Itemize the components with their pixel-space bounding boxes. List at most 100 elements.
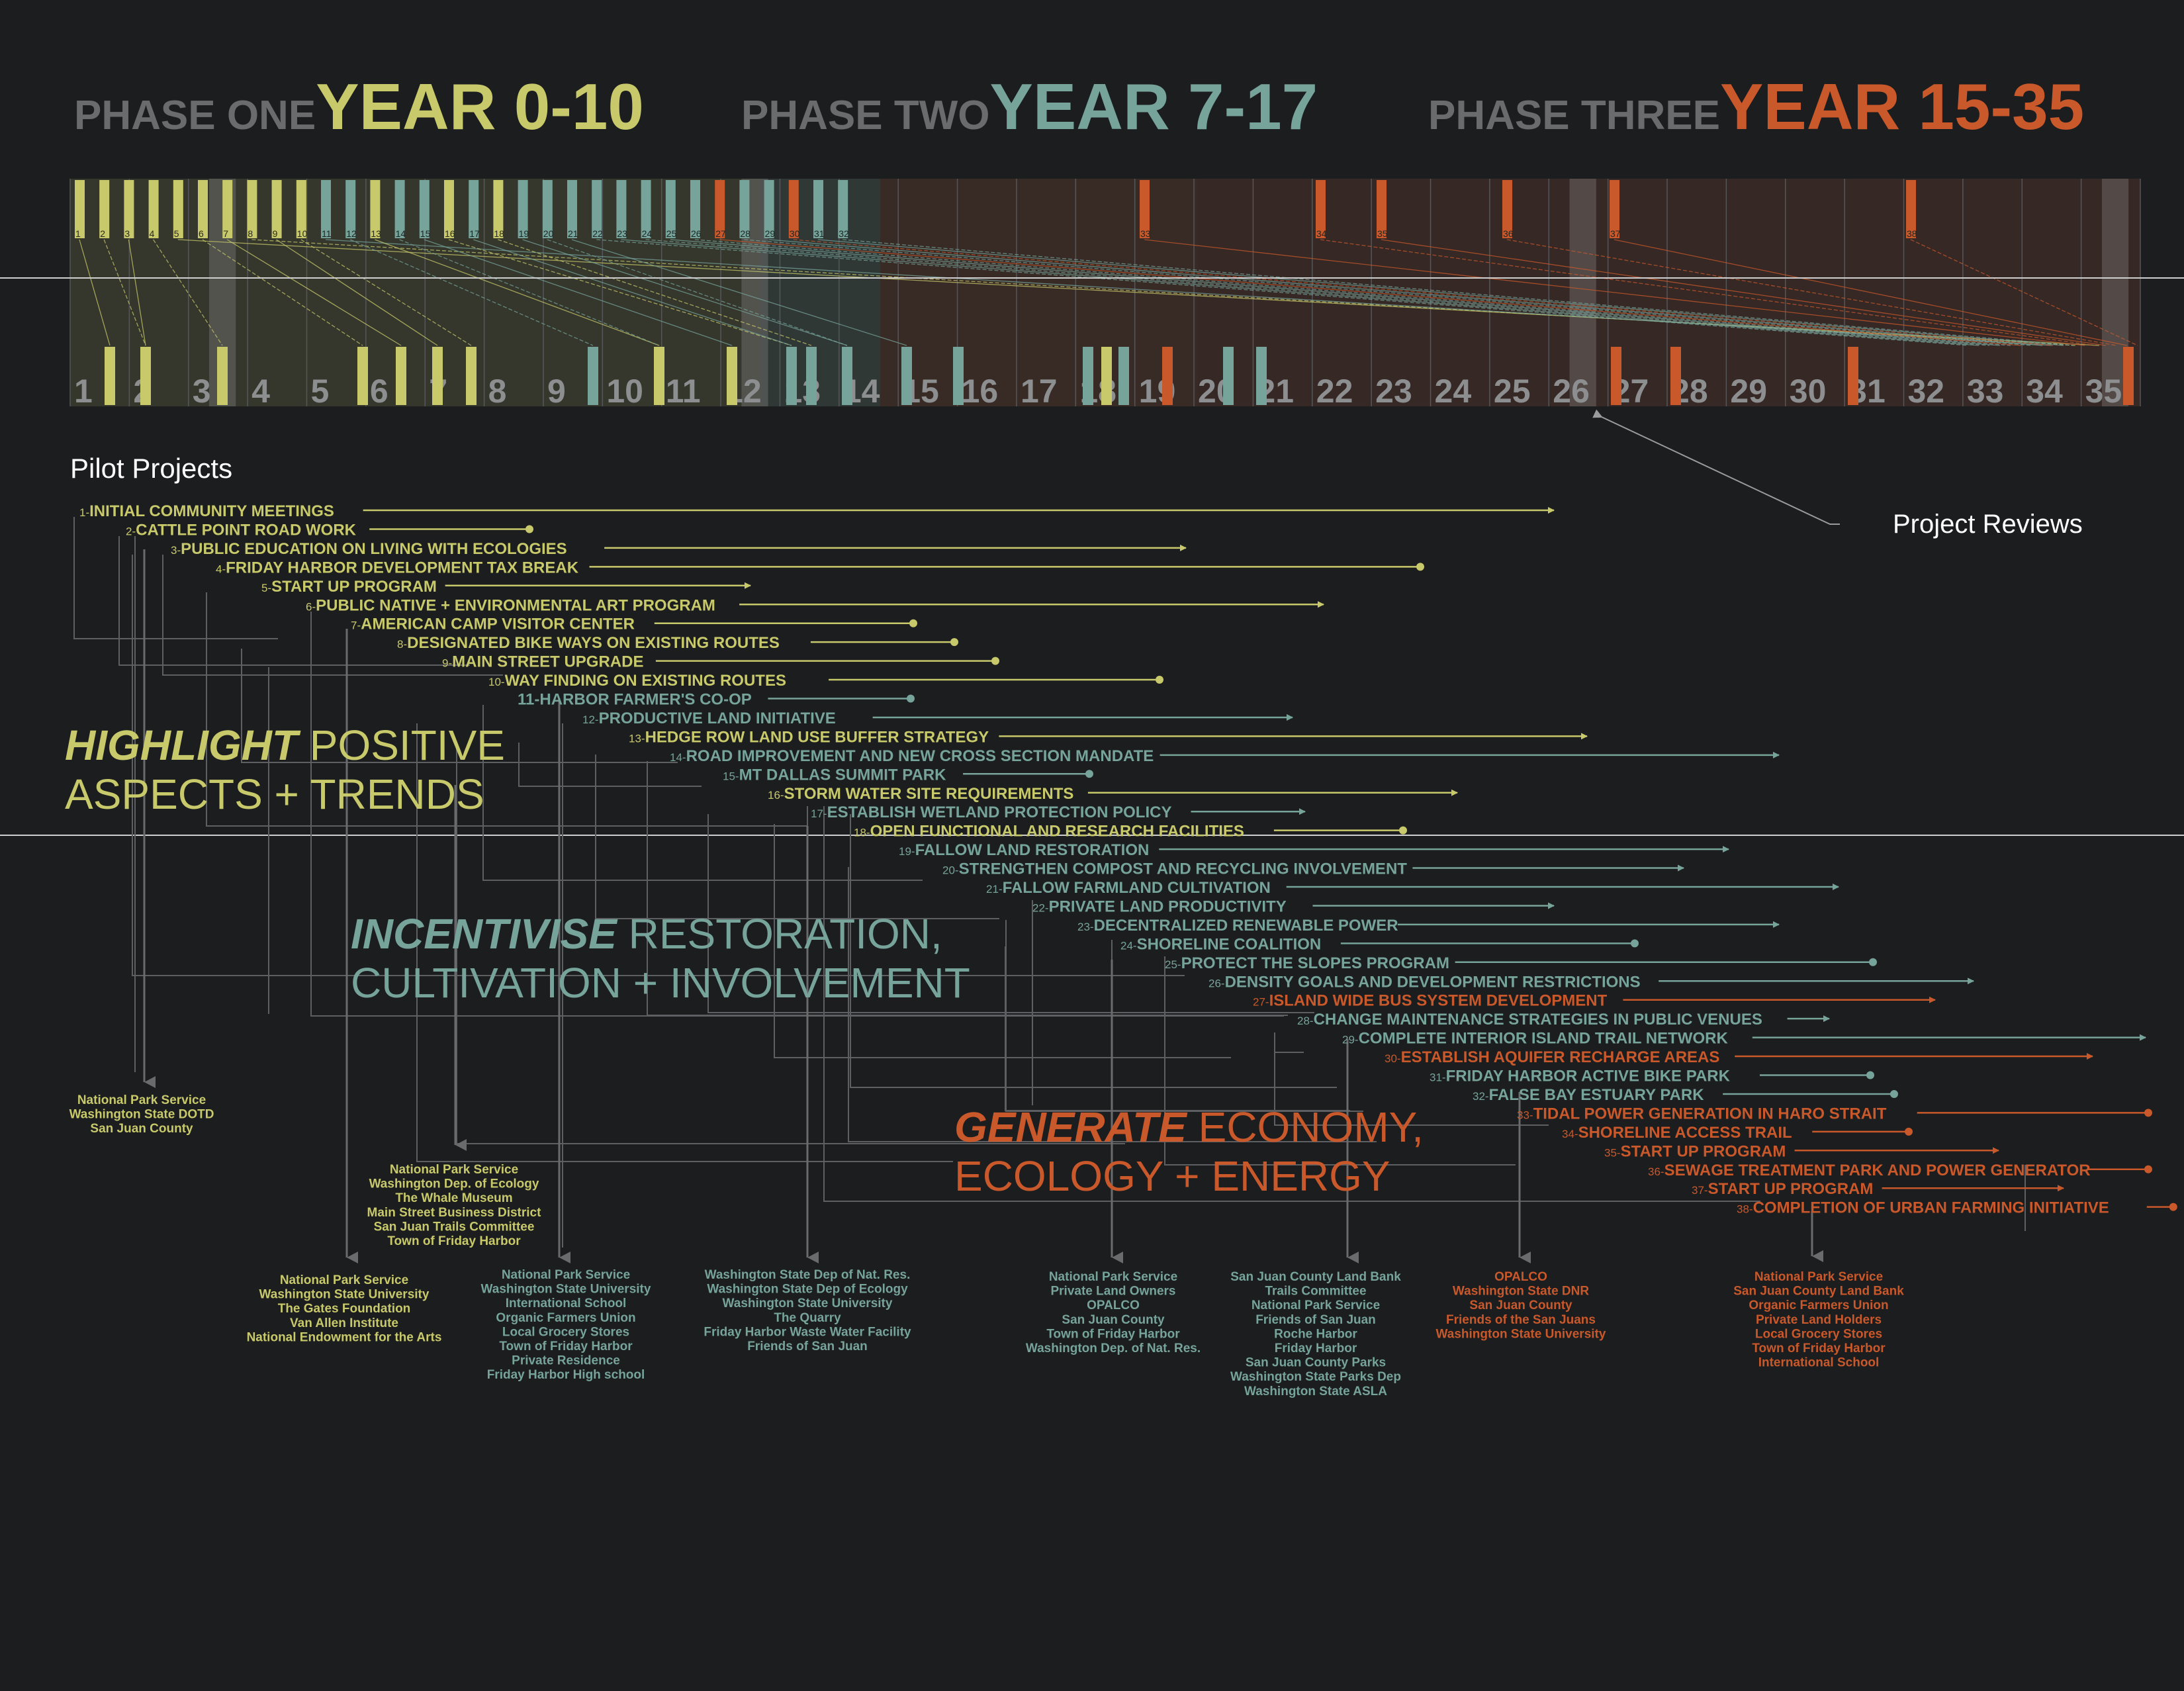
project-row: 17-ESTABLISH WETLAND PROTECTION POLICY	[811, 803, 1306, 821]
project-row: 37-START UP PROGRAM	[1692, 1180, 2064, 1198]
project-row: 23-DECENTRALIZED RENEWABLE POWER	[1077, 917, 1780, 935]
project-number: 31-	[1430, 1072, 1446, 1084]
connector-line	[118, 536, 470, 666]
stakeholder-name: Local Grocery Stores	[502, 1325, 629, 1339]
project-row: 13-HEDGE ROW LAND USE BUFFER STRATEGY	[629, 728, 1588, 746]
connector-line	[850, 814, 1337, 1088]
project-name: ESTABLISH WETLAND PROTECTION POLICY	[827, 803, 1172, 821]
project-row: 35-START UP PROGRAM	[1604, 1142, 1999, 1160]
project-start-number: 16	[445, 228, 455, 239]
stakeholder-name: Main Street Business District	[367, 1206, 542, 1220]
project-start-bar	[444, 180, 454, 238]
year-label: 23	[1375, 373, 1412, 410]
project-end-dot	[991, 657, 999, 665]
project-row: 18-OPEN FUNCTIONAL AND RESEARCH FACILITI…	[854, 823, 1407, 841]
phase-header-3: PHASE THREEYEAR 15-35	[1428, 70, 2084, 143]
year-label: 22	[1316, 373, 1353, 410]
project-label: 4-FRIDAY HARBOR DEVELOPMENT TAX BREAK	[216, 559, 579, 576]
project-name: FALLOW LAND RESTORATION	[915, 841, 1150, 859]
project-label: 11-HARBOR FARMER'S CO-OP	[518, 691, 752, 709]
project-start-number: 14	[396, 228, 406, 239]
project-start-bar	[1377, 180, 1387, 238]
timeline-link	[522, 239, 848, 346]
project-label: 9-MAIN STREET UPGRADE	[442, 653, 643, 671]
project-row: 27-ISLAND WIDE BUS SYSTEM DEVELOPMENT	[1253, 992, 1936, 1010]
connectors	[73, 517, 2026, 1263]
project-row: 20-STRENGTHEN COMPOST AND RECYCLING INVO…	[942, 860, 1684, 878]
project-start-number: 36	[1503, 228, 1514, 239]
project-end-dot	[2169, 1203, 2177, 1211]
project-end-bar	[1101, 347, 1112, 405]
timeline-link	[399, 239, 660, 346]
project-start-bar	[542, 180, 553, 238]
stakeholder-name: San Juan County Parks	[1246, 1356, 1386, 1370]
timeline-link	[744, 239, 2032, 346]
phase-header-1: PHASE ONEYEAR 0-10	[74, 70, 644, 143]
project-start-bar	[641, 180, 651, 238]
project-start-bar	[124, 180, 134, 238]
stakeholder-group: Washington State Dep of Nat. Res.Washing…	[704, 1268, 911, 1353]
timeline-link	[817, 239, 2064, 346]
stakeholder-name: Town of Friday Harbor	[387, 1234, 521, 1248]
theme-line-1: HIGHLIGHT POSITIVE	[65, 721, 505, 769]
year-label: 17	[1021, 373, 1058, 410]
project-end-bar	[842, 347, 852, 405]
project-name: STRENGTHEN COMPOST AND RECYCLING INVOLVE…	[959, 860, 1408, 878]
connector-line	[518, 743, 702, 787]
project-number: 33-	[1517, 1109, 1533, 1121]
timeline-link	[424, 239, 733, 346]
connector-line	[132, 555, 1185, 976]
stakeholder-name: Washington Dep. of Ecology	[369, 1177, 539, 1191]
project-number: 25-	[1165, 958, 1181, 971]
project-end-dot	[950, 638, 958, 647]
project-number: 38-	[1737, 1203, 1753, 1216]
stakeholder-name: National Park Service	[1251, 1299, 1380, 1312]
stakeholder-name: National Park Service	[280, 1273, 408, 1287]
year-label: 5	[310, 373, 329, 410]
connector-line	[848, 867, 1377, 1142]
project-end-bar	[1848, 347, 1858, 405]
timeline-link	[349, 239, 594, 346]
project-end-bar	[588, 347, 598, 405]
project-label: 2-CATTLE POINT ROAD WORK	[126, 521, 357, 539]
timeline-link	[1614, 239, 2128, 346]
project-name: AMERICAN CAMP VISITOR CENTER	[361, 616, 635, 633]
project-name: SHORELINE ACCESS TRAIL	[1578, 1124, 1792, 1142]
stakeholder-name: Local Grocery Stores	[1755, 1327, 1882, 1341]
project-label: 32-FALSE BAY ESTUARY PARK	[1473, 1086, 1704, 1104]
project-start-number: 32	[839, 228, 849, 239]
stakeholder-name: San Juan County	[90, 1122, 193, 1136]
project-start-bar	[518, 180, 528, 238]
project-label: 28-CHANGE MAINTENANCE STRATEGIES IN PUBL…	[1297, 1011, 1762, 1028]
project-name: CHANGE MAINTENANCE STRATEGIES IN PUBLIC …	[1314, 1011, 1762, 1028]
project-start-bar	[567, 180, 577, 238]
project-name: START UP PROGRAM	[1708, 1180, 1874, 1198]
timeline-link	[793, 239, 2054, 346]
project-end-bar	[432, 347, 443, 405]
project-end-dot	[1890, 1089, 1898, 1098]
stakeholder-name: National Park Service	[77, 1093, 206, 1107]
year-label: 11	[666, 373, 701, 410]
project-start-bar	[665, 180, 676, 238]
project-number: 3-	[171, 544, 181, 557]
project-start-bar	[739, 180, 750, 238]
project-end-bar	[727, 347, 737, 405]
project-row: 22-PRIVATE LAND PRODUCTIVITY	[1032, 897, 1555, 915]
project-end-bar	[2123, 347, 2134, 405]
project-end-bar	[901, 347, 912, 405]
project-end-dot	[1416, 563, 1424, 571]
stakeholder-name: National Park Service	[502, 1268, 630, 1282]
timeline-link	[1320, 239, 2096, 346]
project-start-bar	[493, 180, 504, 238]
stakeholder-name: The Whale Museum	[395, 1191, 512, 1205]
stakeholder-name: San Juan County Land Bank	[1230, 1270, 1401, 1284]
year-label: 29	[1730, 373, 1767, 410]
project-name: PUBLIC EDUCATION ON LIVING WITH ECOLOGIE…	[181, 540, 567, 558]
stakeholder-name: The Quarry	[774, 1311, 841, 1325]
year-label: 34	[2026, 373, 2063, 410]
project-number: 10-	[488, 676, 505, 688]
